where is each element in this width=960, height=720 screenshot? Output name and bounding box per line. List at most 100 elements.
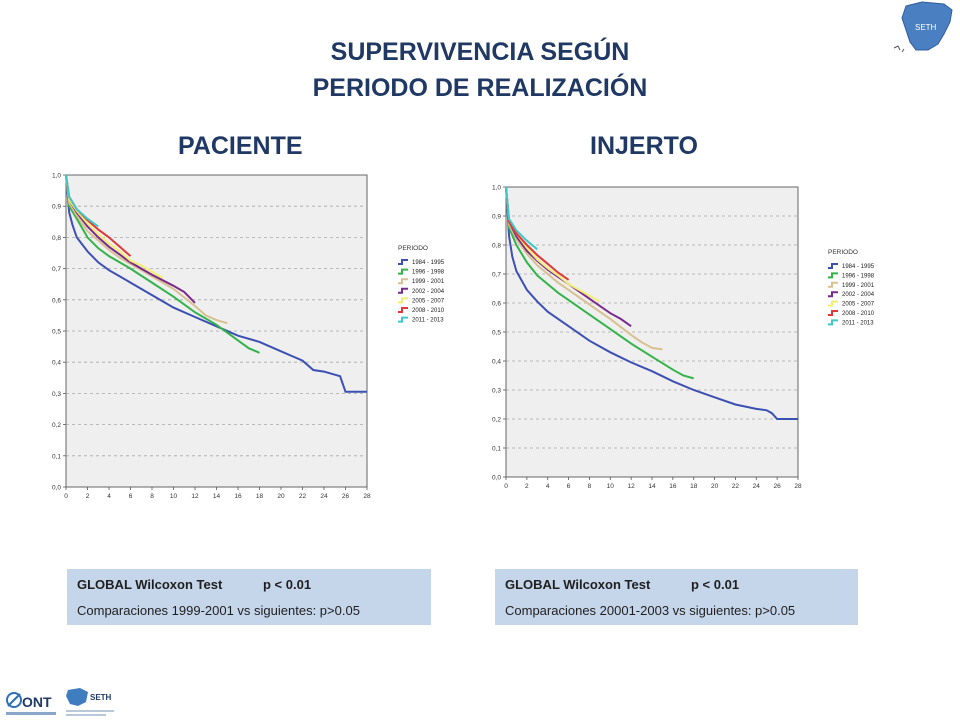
series-line [65,174,164,279]
x-tick-label: 2 [525,483,529,490]
series-line [65,174,228,325]
series-line [505,186,663,351]
legend-label: 1996 - 1998 [842,273,875,279]
panel-title-paciente: PACIENTE [178,132,303,160]
y-tick-label: 0,1 [492,446,501,453]
series-line [505,186,538,251]
series-line [505,186,798,420]
legend-label: 1984 - 1995 [842,264,875,270]
comparison-text: Comparaciones 1999-2001 vs siguientes: p… [77,603,360,618]
legend-swatch [398,307,408,313]
y-tick-label: 0,4 [52,360,61,367]
x-tick-label: 0 [64,493,68,500]
y-tick-label: 0,3 [52,391,61,398]
seth-footer-logo: SETH [66,688,114,716]
x-tick-label: 20 [277,493,285,500]
y-tick-label: 0,0 [492,475,501,482]
p-value: p < 0.01 [263,577,312,592]
x-tick-label: 28 [794,483,802,490]
legend-swatch [828,291,838,298]
x-tick-label: 22 [732,483,740,490]
legend-label: 1999 - 2001 [412,279,445,285]
legend-label: 2002 - 2004 [842,292,875,298]
x-tick-label: 12 [628,483,636,490]
x-tick-label: 6 [129,493,133,500]
series-line [65,174,367,393]
test-label: GLOBAL Wilcoxon Test [505,577,651,592]
legend-label: 2002 - 2004 [412,289,445,295]
x-tick-label: 0 [504,483,508,490]
x-tick-label: 10 [607,483,615,490]
y-tick-label: 0,6 [492,301,501,308]
x-tick-label: 8 [150,493,154,500]
y-tick-label: 1,0 [492,185,501,192]
legend-swatch [828,281,838,288]
x-tick-label: 12 [191,493,199,500]
legend-swatch [828,263,838,269]
legend-swatch [398,259,408,265]
series-line [505,186,570,281]
y-tick-label: 0,5 [52,329,61,336]
x-tick-label: 4 [107,493,111,500]
y-tick-label: 0,6 [52,297,61,304]
chart-injerto: 0,00,10,20,30,40,50,60,70,80,91,00 2 4 6 8 10… [492,185,875,491]
legend-swatch [828,319,838,326]
y-tick-label: 0,8 [492,243,501,250]
y-tick-label: 0,4 [492,359,501,366]
series-line [65,174,260,354]
x-tick-label: 4 [546,483,550,490]
legend-label: 1996 - 1998 [412,270,445,276]
y-tick-label: 0,1 [52,453,61,460]
x-tick-label: 14 [213,493,221,500]
x-tick-label: 24 [320,493,328,500]
main-title-line2: PERIODO DE REALIZACIÓN [312,74,648,102]
x-tick-label: 14 [648,483,656,490]
p-value: p < 0.01 [691,577,740,592]
x-tick-label: 26 [342,493,350,500]
legend-label: 2011 - 2013 [842,320,874,326]
series-line [65,174,99,228]
y-tick-label: 0,9 [52,204,61,211]
x-tick-label: 28 [363,493,371,500]
y-tick-label: 0,3 [492,388,501,395]
main-title-line1: SUPERVIVENCIA SEGÚN [330,38,630,66]
seth-map-logo: SETH [893,1,953,53]
x-tick-label: 22 [299,493,307,500]
y-tick-label: 0,0 [52,485,61,492]
y-tick-label: 1,0 [52,173,61,180]
x-tick-label: 16 [234,493,242,500]
legend-swatch [398,278,408,285]
y-tick-label: 0,5 [492,330,501,337]
legend-label: 2008 - 2010 [412,308,445,314]
seth-logo-text: SETH [915,23,937,32]
legend-label: 2011 - 2013 [412,318,444,324]
stats-box-paciente: GLOBAL Wilcoxon Test p < 0.01 Comparacion… [67,569,431,625]
y-tick-label: 0,8 [52,235,61,242]
legend-swatch [398,268,408,275]
legend-label: 2005 - 2007 [412,298,445,304]
legend-label: 1984 - 1995 [412,260,445,266]
ont-logo-text: ONT [22,694,52,710]
stats-box-injerto: GLOBAL Wilcoxon Test p < 0.01 Comparacion… [495,569,858,625]
x-tick-label: 6 [567,483,571,490]
legend-label: 2005 - 2007 [842,302,875,308]
legend-swatch [828,300,838,307]
chart-paciente: 0,00,10,20,30,40,50,60,70,80,91,00 2 4 6 8 10… [52,173,445,501]
y-tick-label: 0,2 [52,422,61,429]
comparison-text: Comparaciones 20001-2003 vs siguientes: … [505,603,796,618]
panel-title-injerto: INJERTO [590,132,698,160]
seth-footer-text: SETH [90,693,112,702]
legend-title: PERIODO [398,245,428,252]
x-tick-label: 20 [711,483,719,490]
x-tick-label: 24 [753,483,761,490]
x-tick-label: 16 [669,483,677,490]
legend-swatch [828,272,838,279]
x-tick-label: 26 [774,483,782,490]
x-tick-label: 8 [588,483,592,490]
legend-swatch [398,287,408,294]
legend-label: 1999 - 2001 [842,283,875,289]
y-tick-label: 0,9 [492,214,501,221]
legend-swatch [398,297,408,304]
series-line [505,186,632,328]
ont-logo: ONT [6,692,56,715]
